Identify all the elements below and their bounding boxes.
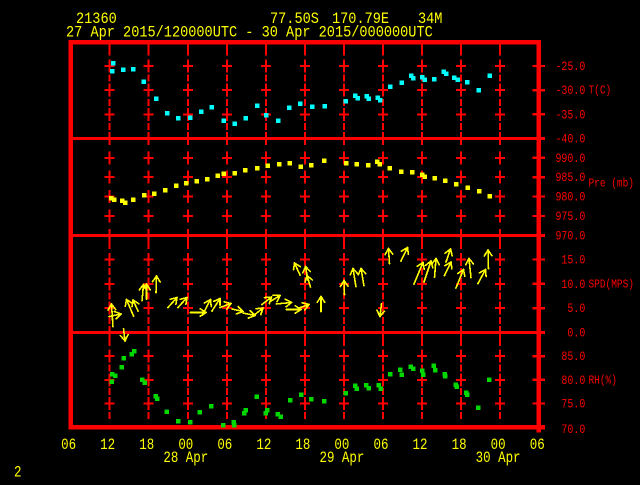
svg-text:-40.0: -40.0 (555, 134, 585, 147)
svg-text:30 Apr: 30 Apr (476, 450, 521, 468)
svg-text:80.0: 80.0 (561, 375, 585, 388)
svg-text:00: 00 (334, 437, 349, 455)
svg-text:21360: 21360 (76, 11, 117, 28)
svg-text:975.0: 975.0 (555, 211, 585, 224)
svg-text:12: 12 (413, 437, 428, 455)
svg-text:06: 06 (374, 437, 389, 455)
svg-text:0.0: 0.0 (567, 328, 585, 341)
svg-text:18: 18 (295, 437, 310, 455)
svg-text:00: 00 (178, 437, 193, 455)
svg-text:970.0: 970.0 (555, 231, 585, 244)
svg-text:06: 06 (530, 437, 545, 455)
svg-text:15.0: 15.0 (561, 255, 585, 268)
svg-text:985.0: 985.0 (555, 172, 585, 185)
svg-text:-25.0: -25.0 (555, 61, 585, 74)
svg-text:00: 00 (491, 437, 506, 455)
svg-text:Pre (mb): Pre (mb) (589, 178, 634, 191)
svg-text:980.0: 980.0 (555, 192, 585, 205)
svg-text:2: 2 (14, 464, 21, 480)
svg-text:990.0: 990.0 (555, 153, 585, 166)
svg-text:T(C): T(C) (589, 85, 612, 98)
svg-text:27 Apr 2015/120000UTC - 30 Apr: 27 Apr 2015/120000UTC - 30 Apr 2015/0000… (66, 25, 433, 42)
svg-text:-30.0: -30.0 (555, 85, 585, 98)
svg-text:170.79E: 170.79E (332, 11, 389, 28)
svg-text:18: 18 (139, 437, 154, 455)
svg-text:12: 12 (256, 437, 271, 455)
svg-text:70.0: 70.0 (561, 424, 585, 437)
svg-text:06: 06 (61, 437, 76, 455)
svg-text:SPD(MPS): SPD(MPS) (589, 279, 634, 292)
svg-text:75.0: 75.0 (561, 399, 585, 412)
svg-text:06: 06 (217, 437, 232, 455)
svg-text:29 Apr: 29 Apr (319, 450, 364, 468)
svg-text:18: 18 (452, 437, 467, 455)
svg-text:5.0: 5.0 (567, 303, 585, 316)
svg-text:28 Apr: 28 Apr (163, 450, 208, 468)
svg-text:34M: 34M (418, 11, 442, 28)
svg-text:85.0: 85.0 (561, 351, 585, 364)
svg-text:12: 12 (100, 437, 115, 455)
svg-text:-35.0: -35.0 (555, 109, 585, 122)
svg-text:77.50S: 77.50S (270, 11, 319, 28)
svg-text:RH(%): RH(%) (589, 375, 617, 388)
svg-text:10.0: 10.0 (561, 279, 585, 292)
